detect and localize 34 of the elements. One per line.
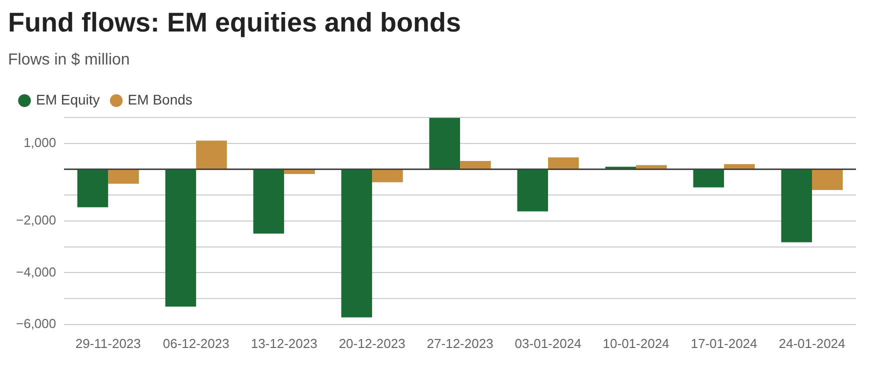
x-tick-label: 10-01-2024 xyxy=(602,336,670,351)
bar xyxy=(77,170,108,208)
y-tick-label: −2,000 xyxy=(16,212,56,228)
bar xyxy=(341,170,372,318)
bar xyxy=(196,140,227,169)
x-tick-label: 06-12-2023 xyxy=(162,336,230,351)
y-tick-label: 1,000 xyxy=(24,135,56,150)
y-tick-label: −4,000 xyxy=(16,264,56,280)
bar xyxy=(636,165,667,169)
bar xyxy=(460,161,491,169)
chart-title: Fund flows: EM equities and bonds xyxy=(8,8,461,38)
bar xyxy=(693,170,724,188)
legend-label: EM Bonds xyxy=(128,91,192,108)
x-tick-label: 17-01-2024 xyxy=(690,336,758,351)
bar xyxy=(548,157,579,169)
x-tick-label: 13-12-2023 xyxy=(250,336,318,351)
bar xyxy=(108,170,139,184)
bar xyxy=(812,170,843,190)
y-tick-label: −6,000 xyxy=(16,316,56,331)
x-tick-label: 27-12-2023 xyxy=(426,336,494,351)
x-tick-label: 24-01-2024 xyxy=(778,336,846,351)
bar xyxy=(372,170,403,182)
bar xyxy=(517,170,548,212)
bar xyxy=(724,164,755,169)
bar xyxy=(284,170,315,174)
bar xyxy=(429,118,460,169)
x-tick-label: 03-01-2024 xyxy=(514,336,582,351)
chart-subtitle: Flows in $ million xyxy=(8,51,130,68)
bar xyxy=(253,170,284,234)
x-tick-label: 20-12-2023 xyxy=(338,336,406,351)
x-tick-label: 29-11-2023 xyxy=(75,336,141,351)
legend-label: EM Equity xyxy=(36,91,100,108)
bar xyxy=(165,170,196,307)
bar xyxy=(781,170,812,242)
